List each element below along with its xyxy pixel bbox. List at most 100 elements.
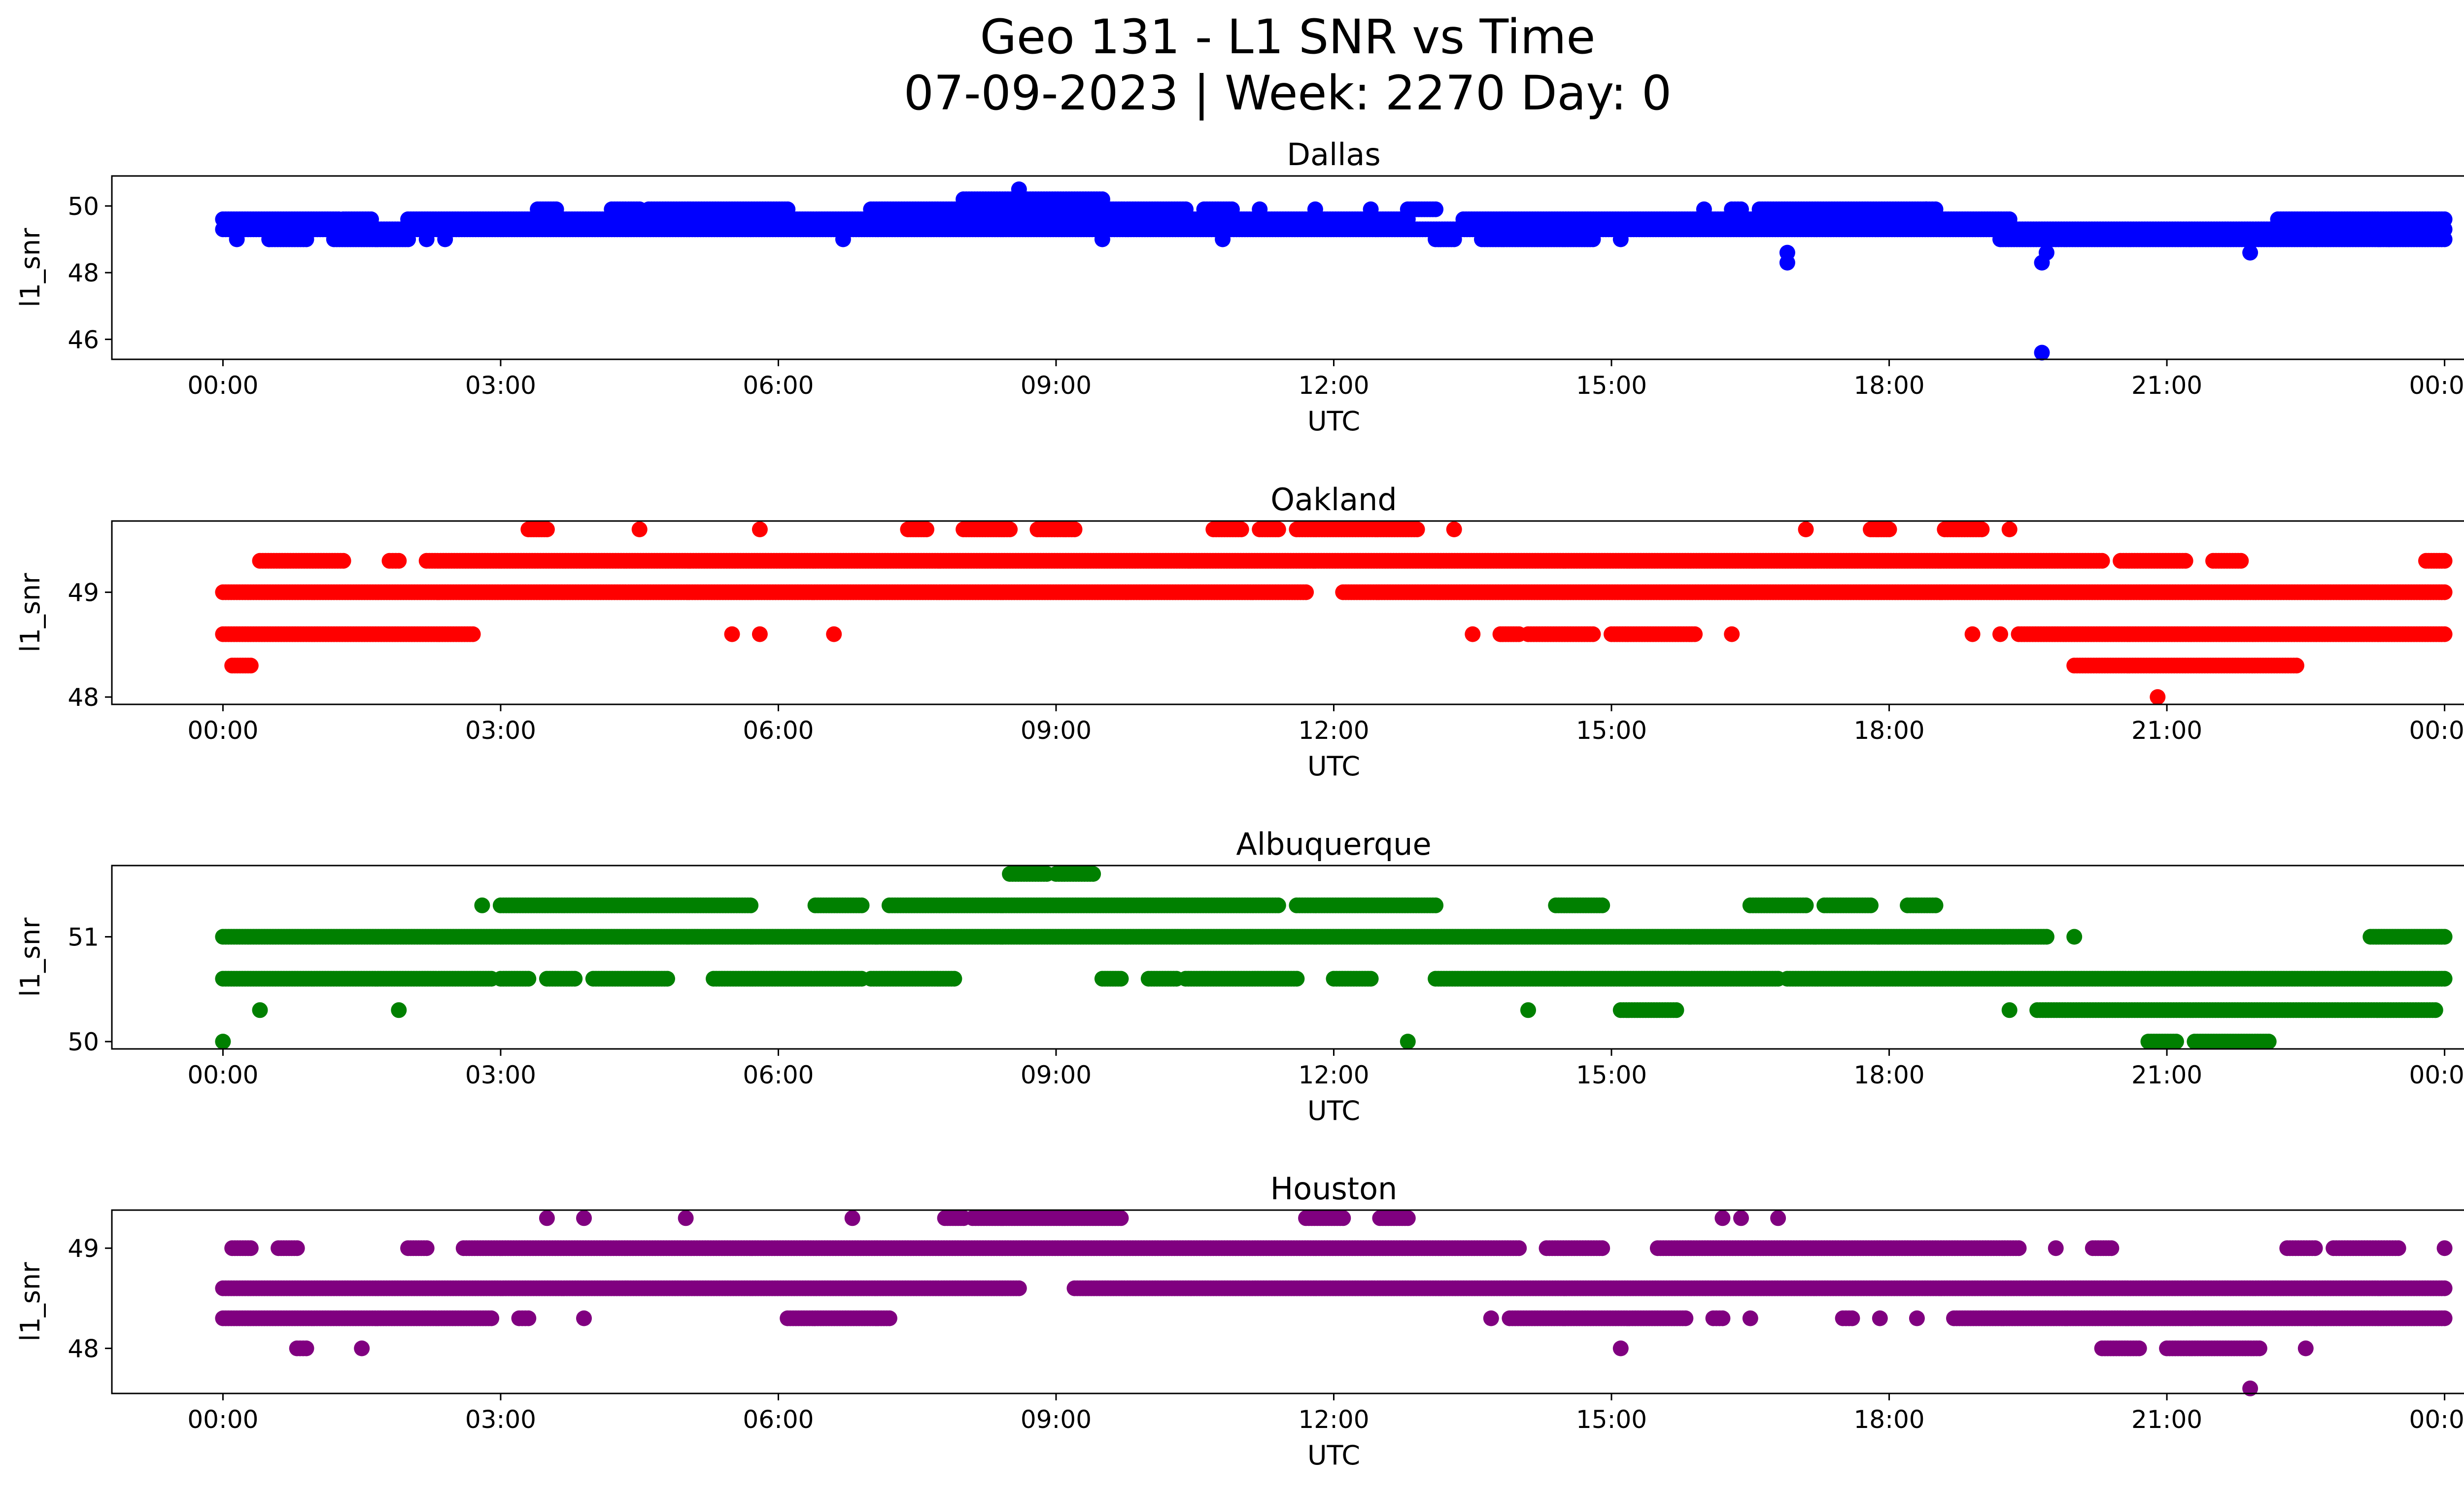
x-axis-label: UTC bbox=[1307, 406, 1360, 437]
data-point bbox=[752, 626, 768, 642]
data-point bbox=[659, 971, 675, 987]
x-tick-label: 03:00 bbox=[465, 371, 536, 400]
data-point bbox=[242, 658, 259, 674]
data-point bbox=[1927, 201, 1944, 217]
data-point bbox=[1298, 584, 1314, 600]
data-point bbox=[418, 231, 435, 247]
data-point bbox=[1094, 191, 1110, 208]
x-tick-label: 06:00 bbox=[743, 371, 814, 400]
y-tick-label: 48 bbox=[68, 259, 99, 287]
y-axis-label: l1_snr bbox=[15, 228, 46, 308]
data-point bbox=[298, 231, 314, 247]
data-point bbox=[2034, 254, 2050, 271]
data-point bbox=[2034, 345, 2050, 361]
data-point bbox=[1233, 522, 1249, 537]
data-point bbox=[1687, 626, 1703, 642]
data-point bbox=[437, 231, 453, 247]
x-tick-label: 18:00 bbox=[1853, 716, 1924, 745]
x-tick-label: 12:00 bbox=[1298, 716, 1369, 745]
figure-title-line1: Geo 131 - L1 SNR vs Time bbox=[980, 9, 1596, 65]
data-point bbox=[1733, 201, 1749, 217]
x-tick-label: 09:00 bbox=[1021, 716, 1092, 745]
figure-title-line2: 07-09-2023 | Week: 2270 Day: 0 bbox=[904, 66, 1672, 121]
data-point bbox=[780, 201, 796, 217]
data-point bbox=[1002, 522, 1018, 537]
data-point bbox=[465, 626, 481, 642]
data-point bbox=[1964, 626, 1981, 642]
y-tick-label: 46 bbox=[68, 325, 99, 354]
data-point bbox=[631, 522, 648, 537]
data-point bbox=[1224, 201, 1240, 217]
data-point bbox=[2001, 211, 2018, 227]
data-point bbox=[2436, 929, 2453, 945]
x-axis: 00:00 03:00 06:00 09:00 12:00 15:00 18:00 21:00… bbox=[187, 704, 2464, 782]
data-point bbox=[826, 626, 842, 642]
data-point bbox=[363, 211, 379, 227]
data-point bbox=[1252, 201, 1268, 217]
scatter-series bbox=[215, 522, 2453, 705]
data-point bbox=[1724, 626, 1740, 642]
data-point bbox=[919, 522, 934, 537]
x-tick-label: 21:00 bbox=[2131, 716, 2202, 745]
data-point bbox=[1696, 201, 1712, 217]
y-axis: 48 49 l1_snr bbox=[15, 573, 112, 712]
data-point bbox=[229, 231, 245, 247]
y-tick-label: 49 bbox=[68, 579, 99, 607]
y-axis: 46 48 50 l1_snr bbox=[15, 192, 112, 354]
y-tick-label: 50 bbox=[68, 192, 99, 221]
data-point bbox=[2436, 553, 2453, 569]
data-point bbox=[1798, 522, 1814, 537]
subplot-oakland: Oakland 00:00 03:00 06:00 09:00 12:00 15:00 18:… bbox=[15, 482, 2464, 782]
data-point bbox=[1465, 626, 1481, 642]
x-tick-label: 06:00 bbox=[743, 716, 814, 745]
data-point bbox=[539, 522, 555, 537]
subplot-title: Oakland bbox=[1270, 482, 1397, 518]
data-point bbox=[520, 971, 537, 987]
data-point bbox=[2436, 626, 2453, 642]
axes-frame bbox=[111, 520, 2464, 705]
data-point bbox=[1215, 231, 1231, 247]
data-point bbox=[2436, 211, 2453, 227]
data-point bbox=[1428, 201, 1444, 217]
data-point bbox=[2381, 231, 2397, 247]
x-tick-label: 00:00 bbox=[187, 716, 258, 745]
data-point bbox=[1363, 201, 1379, 217]
data-point bbox=[2038, 929, 2054, 945]
data-point bbox=[1881, 522, 1897, 537]
y-tick-label: 48 bbox=[68, 683, 99, 712]
data-point bbox=[1585, 626, 1601, 642]
data-point bbox=[835, 231, 851, 247]
data-point bbox=[335, 553, 351, 569]
data-point bbox=[2242, 244, 2259, 261]
data-point bbox=[1409, 522, 1425, 537]
data-point bbox=[1094, 231, 1110, 247]
x-tick-label: 03:00 bbox=[465, 716, 536, 745]
data-point bbox=[2436, 584, 2453, 600]
data-point bbox=[1178, 201, 1194, 217]
data-point bbox=[567, 971, 583, 987]
x-axis: 00:00 03:00 06:00 09:00 12:00 15:00 18:00 21:00… bbox=[187, 359, 2464, 437]
x-tick-label: 12:00 bbox=[1298, 371, 1369, 400]
data-point bbox=[1011, 181, 1027, 198]
data-point bbox=[548, 201, 564, 217]
data-point bbox=[1612, 231, 1629, 247]
x-tick-label: 15:00 bbox=[1576, 371, 1647, 400]
data-point bbox=[1270, 522, 1286, 537]
subplot-title: Albuquerque bbox=[1236, 826, 1431, 862]
data-point bbox=[1446, 231, 1462, 247]
data-point bbox=[2233, 553, 2249, 569]
x-tick-label: 09:00 bbox=[1021, 371, 1092, 400]
x-tick-label: 18:00 bbox=[1853, 371, 1924, 400]
x-tick-label: 00:00 bbox=[2409, 371, 2464, 400]
data-point bbox=[2177, 553, 2193, 569]
y-axis-label: l1_snr bbox=[15, 573, 46, 653]
data-point bbox=[1066, 522, 1083, 537]
x-tick-label: 15:00 bbox=[1576, 716, 1647, 745]
data-point bbox=[1992, 626, 2008, 642]
data-point bbox=[2001, 522, 2018, 537]
data-point bbox=[2066, 929, 2083, 945]
